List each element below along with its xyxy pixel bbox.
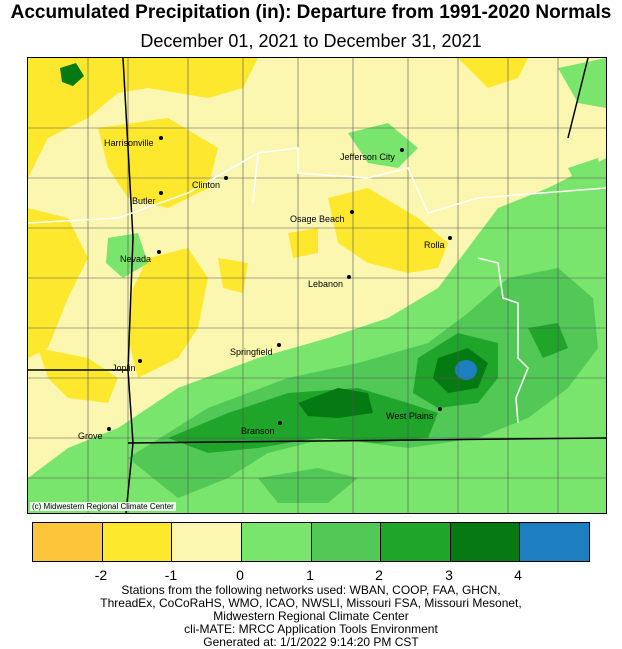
- legend-label: 3: [445, 567, 453, 583]
- city-label-clinton: Clinton: [192, 180, 221, 190]
- city-label-osage-beach: Osage Beach: [290, 214, 345, 224]
- city-label-rolla: Rolla: [424, 240, 445, 250]
- city-label-branson: Branson: [241, 426, 275, 436]
- clinton-marker: [224, 176, 228, 180]
- footer-line: Midwestern Regional Climate Center: [213, 609, 409, 623]
- footer-line: Stations from the following networks use…: [121, 583, 501, 597]
- springfield-marker: [277, 343, 281, 347]
- joplin-marker: [138, 359, 142, 363]
- wet-5-regions: [455, 360, 477, 380]
- rolla-marker: [448, 236, 452, 240]
- city-label-nevada: Nevada: [120, 254, 152, 264]
- city-label-butler: Butler: [132, 196, 156, 206]
- legend-labels: -2 -1 0 1 2 3 4: [32, 567, 588, 583]
- region-borders: [28, 147, 606, 424]
- city-label-lebanon: Lebanon: [308, 279, 344, 289]
- footer-line: cli-MATE: MRCC Application Tools Environ…: [184, 622, 438, 636]
- nevada-marker: [157, 250, 161, 254]
- legend-swatch: [311, 523, 382, 561]
- branson-marker: [278, 421, 282, 425]
- data-source-footer: Stations from the following networks use…: [0, 584, 622, 649]
- west-plains-marker: [438, 407, 442, 411]
- legend-label: -1: [164, 567, 178, 583]
- legend-label: 2: [375, 567, 383, 583]
- state-borders: [28, 58, 606, 513]
- legend-label: 1: [306, 567, 314, 583]
- legend-label: -2: [94, 567, 108, 583]
- lebanon-marker: [347, 275, 351, 279]
- legend-swatch: [241, 523, 312, 561]
- city-label-grove: Grove: [78, 431, 103, 441]
- footer-line: ThreadEx, CoCoRaHS, WMO, ICAO, NWSLI, Mi…: [100, 596, 522, 610]
- legend-label: 4: [514, 567, 522, 583]
- map-shading: [28, 58, 606, 513]
- jefferson-city-marker: [400, 148, 404, 152]
- color-legend: [32, 522, 590, 562]
- map-title: Accumulated Precipitation (in): Departur…: [10, 2, 612, 23]
- date-range-subtitle: December 01, 2021 to December 31, 2021: [140, 31, 482, 51]
- butler-marker: [159, 191, 163, 195]
- legend-swatch: [172, 523, 242, 561]
- city-label-springfield: Springfield: [230, 347, 273, 357]
- grove-marker: [107, 427, 111, 431]
- osage-beach-marker: [350, 210, 354, 214]
- legend-label: 0: [236, 567, 244, 583]
- legend-swatch: [520, 523, 589, 561]
- legend-swatch: [381, 523, 451, 561]
- legend-swatch: [33, 523, 103, 561]
- legend-swatch: [102, 523, 173, 561]
- city-label-jefferson-city: Jefferson City: [340, 152, 395, 162]
- harrisonville-marker: [159, 136, 163, 140]
- map-credit: (c) Midwestern Regional Climate Center: [30, 502, 176, 511]
- county-lines: [28, 58, 606, 513]
- legend-swatch: [450, 523, 521, 561]
- city-label-joplin: Joplin: [112, 363, 136, 373]
- city-label-west-plains: West Plains: [386, 411, 434, 421]
- footer-line: Generated at: 1/1/2022 9:14:20 PM CST: [203, 635, 419, 649]
- precipitation-map: Harrisonville Jefferson City Clinton But…: [27, 57, 607, 514]
- city-label-harrisonville: Harrisonville: [104, 138, 154, 148]
